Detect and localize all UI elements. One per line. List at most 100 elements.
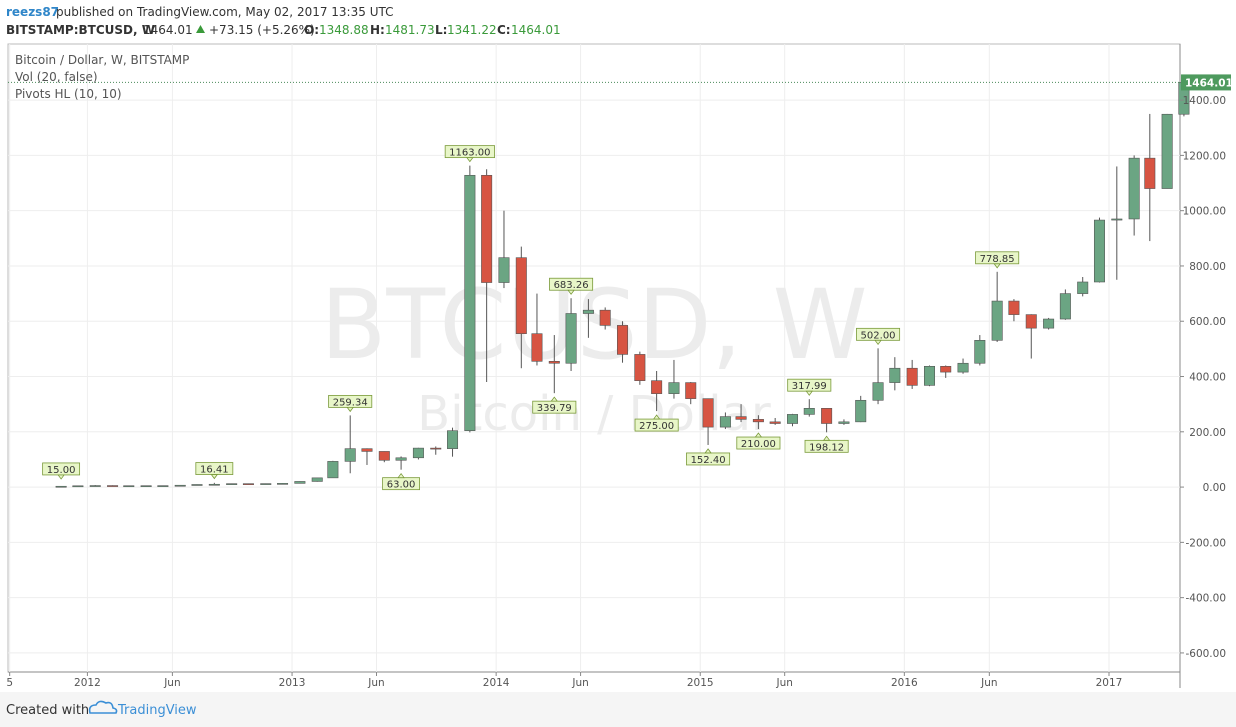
author[interactable]: reezs87 [6,5,59,19]
x-tick-label: 2015 [687,677,714,689]
footer-created: Created with [6,703,89,718]
watermark: BTCUSD, W [321,269,868,381]
indicator: Pivots HL (10, 10) [15,87,122,101]
symbol-line: BITSTAMP:BTCUSD, W 1464.01 +73.15 (+5.26… [6,23,561,37]
change: +73.15 (+5.26%) [209,23,315,37]
y-tick-label: 200.00 [1189,427,1226,439]
candle-body [140,485,152,488]
published: published on TradingView.com, May 02, 20… [56,5,393,19]
x-tick-label: Jun [980,677,997,689]
candle-body [107,485,119,487]
logo[interactable] [88,700,118,714]
candle-body [974,340,986,364]
candle-body [1008,300,1020,315]
candle-body [872,382,884,401]
y-tick-label: 600.00 [1189,316,1226,328]
candle-body [1025,314,1037,329]
symbol: BITSTAMP:BTCUSD, W [6,23,155,37]
pivot-label: 683.26 [554,280,589,291]
indicator: Vol (20, false) [15,70,98,84]
x-tick-label: 2016 [891,677,918,689]
pivot-pointer [704,448,712,454]
pivot-label: 339.79 [537,403,572,414]
candle-body [906,367,918,386]
candle-body [889,367,901,383]
candle-body [1111,218,1123,221]
x-tick-label: Jun [367,677,384,689]
candle-body [498,257,510,283]
y-tick-label: 800.00 [1189,261,1226,273]
pivot-pointer [822,435,831,441]
candle-body [735,416,747,420]
candle-body [599,309,611,326]
plot: 15.00 16.41 259.34 63.00 1163.00 339.79 683.26… [8,77,1190,491]
candle-body [277,483,289,485]
candle-body [634,354,646,381]
ohlc-key: H: [370,23,385,37]
pivot-label: 275.00 [639,421,674,432]
pivot-label: 502.00 [861,330,896,341]
candle-body [395,457,407,461]
grid [8,44,1180,672]
pivot-pointer [57,474,65,480]
candle-body [923,365,935,386]
candle-body [821,408,833,424]
candle-body [72,485,84,488]
pivot-pointer [567,289,575,295]
candle-body [55,485,67,488]
ohlc-value: 1481.73 [385,23,435,37]
candle-body [1093,219,1105,283]
x-tick-label: 2017 [1096,677,1123,689]
candle-body [294,481,306,484]
y-tick-label: 1200.00 [1183,150,1226,162]
y-tick-label: 400.00 [1189,372,1226,384]
candle-body [481,174,493,283]
pivot-pointer [210,474,219,480]
candle-body [327,461,339,479]
pivot-pointer [805,390,814,396]
candle-body [787,414,799,424]
candle-body [685,382,697,399]
candle-body [123,485,135,488]
pivot-pointer [754,432,763,438]
pivot-label: 778.85 [980,254,1015,265]
candle-body [311,477,323,482]
x-tick-label: Jun [775,677,792,689]
x-tick-label: 5 [6,677,13,689]
candle-body [719,416,731,428]
candle-body [582,309,594,314]
candle-body [531,333,543,362]
candle-body [157,485,169,487]
footer-bar [0,692,1236,727]
footer-brand[interactable]: TradingView [117,703,197,718]
candle-body [668,382,680,394]
price: 1464.01 [143,23,193,37]
ohlc-key: L: [435,23,447,37]
chart-title: Bitcoin / Dollar, W, BITSTAMP [15,53,189,67]
ohlc-value: 1464.01 [511,23,561,37]
pivot-label: 152.40 [691,455,726,466]
y-tick-label: 0.00 [1203,482,1226,494]
candle-body [89,485,101,487]
candle-body [1128,157,1140,220]
last-price-tag [1181,74,1231,91]
candle-body [1077,281,1089,294]
candle-body [412,447,424,459]
pivot-label: 317.99 [792,381,827,392]
pivot-label: 210.00 [741,439,776,450]
pivot-label: 259.34 [333,397,368,408]
candle-body [361,448,373,452]
candle-body [1043,318,1055,329]
x-tick-label: 2013 [279,677,306,689]
candle-body [548,361,560,364]
candle-body [565,313,577,364]
y-tick-label: -200.00 [1185,537,1226,549]
x-tick-label: Jun [163,677,180,689]
candle-body [378,451,390,461]
candle-body [1161,113,1173,189]
ohlc-key: C: [497,23,511,37]
candle-body [208,483,220,486]
pivot-label: 1163.00 [449,148,490,159]
